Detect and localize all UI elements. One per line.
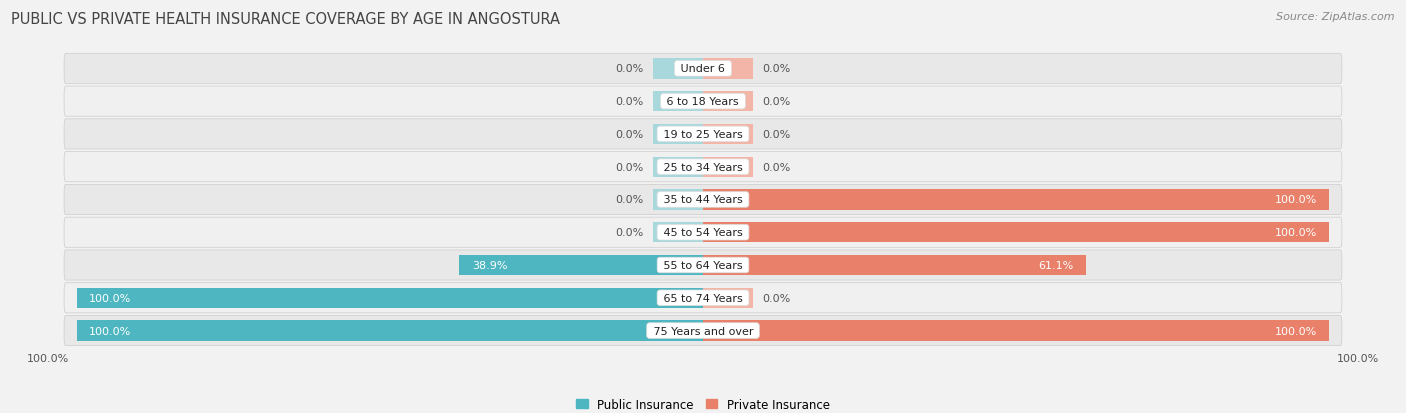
Text: 100.0%: 100.0% [89,326,132,336]
Text: 0.0%: 0.0% [762,97,790,107]
FancyBboxPatch shape [65,152,1341,182]
Text: 0.0%: 0.0% [616,97,644,107]
Bar [703,157,754,178]
Bar [652,223,703,243]
Text: 0.0%: 0.0% [762,293,790,303]
Bar [703,255,1085,275]
Text: 55 to 64 Years: 55 to 64 Years [659,260,747,271]
Text: 0.0%: 0.0% [616,195,644,205]
Bar [703,320,1329,341]
Text: 6 to 18 Years: 6 to 18 Years [664,97,742,107]
FancyBboxPatch shape [65,316,1341,346]
Text: 65 to 74 Years: 65 to 74 Years [659,293,747,303]
Text: Source: ZipAtlas.com: Source: ZipAtlas.com [1277,12,1395,22]
FancyBboxPatch shape [65,119,1341,150]
Text: 100.0%: 100.0% [1274,326,1317,336]
Text: 100.0%: 100.0% [27,354,69,363]
Bar [652,157,703,178]
Text: 75 Years and over: 75 Years and over [650,326,756,336]
Text: 100.0%: 100.0% [1337,354,1379,363]
Bar [652,59,703,79]
Bar [703,59,754,79]
Text: 0.0%: 0.0% [616,64,644,74]
Text: 100.0%: 100.0% [1274,228,1317,237]
FancyBboxPatch shape [65,218,1341,248]
Text: Under 6: Under 6 [678,64,728,74]
Bar [460,255,703,275]
Text: 35 to 44 Years: 35 to 44 Years [659,195,747,205]
Text: 100.0%: 100.0% [89,293,132,303]
FancyBboxPatch shape [65,185,1341,215]
Bar [77,320,703,341]
Text: 0.0%: 0.0% [762,162,790,172]
Bar [652,124,703,145]
Text: 0.0%: 0.0% [616,162,644,172]
Bar [77,288,703,308]
Bar [703,124,754,145]
FancyBboxPatch shape [65,54,1341,84]
Legend: Public Insurance, Private Insurance: Public Insurance, Private Insurance [572,394,834,413]
Text: 0.0%: 0.0% [616,130,644,140]
Text: 61.1%: 61.1% [1038,260,1073,271]
Bar [703,223,1329,243]
Bar [652,190,703,210]
Bar [652,92,703,112]
Text: 45 to 54 Years: 45 to 54 Years [659,228,747,237]
Text: 38.9%: 38.9% [472,260,508,271]
FancyBboxPatch shape [65,250,1341,280]
FancyBboxPatch shape [65,283,1341,313]
FancyBboxPatch shape [65,87,1341,117]
Text: 0.0%: 0.0% [762,64,790,74]
Text: 0.0%: 0.0% [762,130,790,140]
Text: 100.0%: 100.0% [1274,195,1317,205]
Bar [703,92,754,112]
Text: 19 to 25 Years: 19 to 25 Years [659,130,747,140]
Text: 0.0%: 0.0% [616,228,644,237]
Bar [703,288,754,308]
Bar [703,190,1329,210]
Text: PUBLIC VS PRIVATE HEALTH INSURANCE COVERAGE BY AGE IN ANGOSTURA: PUBLIC VS PRIVATE HEALTH INSURANCE COVER… [11,12,560,27]
Text: 25 to 34 Years: 25 to 34 Years [659,162,747,172]
